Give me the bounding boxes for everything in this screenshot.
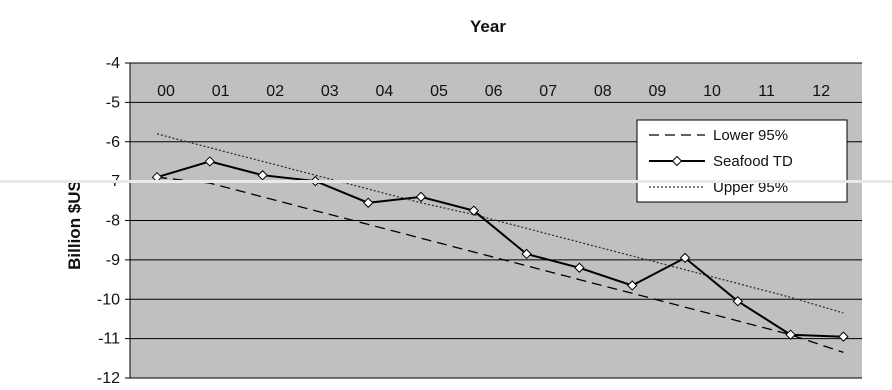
y-tick-label: -9	[106, 252, 120, 269]
x-tick-label: 08	[594, 83, 612, 100]
y-tick-label: -11	[98, 331, 120, 348]
data-point	[204, 156, 216, 167]
legend-label: Lower 95%	[713, 127, 788, 144]
data-point	[626, 280, 638, 291]
y-axis-title: Billion $US	[65, 180, 84, 270]
x-tick-label: 05	[430, 83, 448, 100]
x-axis-title: Year	[470, 17, 506, 36]
x-tick-label: 06	[485, 83, 503, 100]
data-point	[362, 197, 374, 208]
y-tick-label: -10	[97, 291, 120, 308]
series-lines	[151, 133, 849, 354]
data-point	[468, 205, 480, 216]
y-tick-label: -12	[97, 370, 120, 385]
data-point	[574, 262, 585, 273]
x-tick-label: 10	[703, 83, 721, 100]
data-point	[257, 170, 268, 181]
data-point	[521, 248, 532, 260]
series-line-lower-95-	[156, 176, 844, 354]
x-tick-label: 09	[649, 83, 667, 100]
y-tick-labels: -4-5-6-7-8-9-10-11-12	[97, 55, 120, 387]
x-tick-label: 03	[321, 83, 339, 100]
y-tick-label: -8	[106, 213, 120, 230]
data-point	[679, 252, 691, 264]
data-point	[838, 331, 849, 342]
legend-marker	[671, 155, 683, 167]
x-tick-label: 02	[266, 83, 284, 100]
legend-label: Seafood TD	[713, 153, 793, 170]
x-tick-label: 01	[212, 83, 230, 100]
x-tick-label: 11	[758, 83, 775, 100]
data-point	[732, 296, 744, 307]
data-point	[415, 191, 427, 203]
x-tick-label: 07	[539, 83, 557, 100]
data-point	[785, 329, 796, 340]
x-tick-label: 12	[812, 83, 830, 100]
y-tick-label: -5	[106, 94, 120, 111]
x-tick-label: 00	[157, 83, 175, 100]
legend-label: Upper 95%	[713, 179, 788, 196]
y-tick-label: -4	[106, 55, 120, 72]
render-artifact-band	[0, 180, 892, 183]
x-tick-label: 04	[376, 83, 394, 100]
series-line-seafood-td	[156, 160, 844, 338]
legend: Lower 95% Seafood TD Upper 95%	[636, 119, 848, 203]
x-tick-labels: 00 01 02 03 04 05 06 07 08 09 10 11 12	[157, 83, 830, 100]
y-tick-label: -6	[106, 134, 120, 151]
